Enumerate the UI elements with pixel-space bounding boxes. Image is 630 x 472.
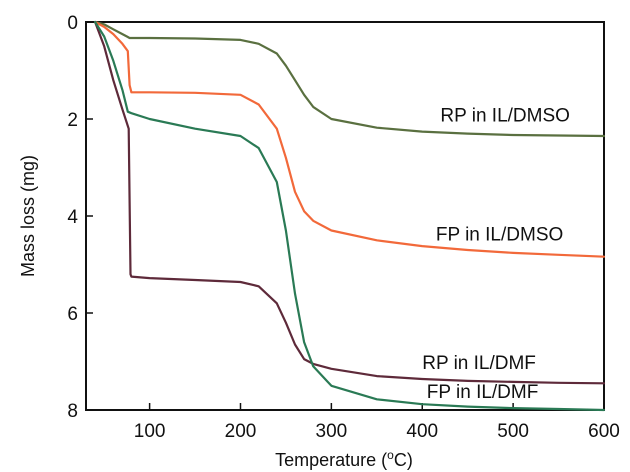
x-axis-label-unit: C) <box>394 450 413 470</box>
series-label: RP in IL/DMF <box>422 353 536 374</box>
x-axis: 100 200 300 400 500 600 <box>134 403 620 442</box>
series-label: RP in IL/DMSO <box>440 105 570 126</box>
series-line <box>93 20 606 258</box>
y-tick-label: 6 <box>67 304 78 325</box>
x-axis-label: Temperature (oC) <box>275 448 413 470</box>
series-label: FP in IL/DMSO <box>436 224 563 245</box>
y-tick-label: 8 <box>67 401 78 422</box>
series-line <box>93 20 606 412</box>
series-labels: RP in IL/DMSO FP in IL/DMSO RP in IL/DMF FP… <box>422 105 570 402</box>
series-lines <box>93 20 606 412</box>
x-tick-label: 400 <box>406 421 438 442</box>
x-tick-label: 100 <box>134 421 166 442</box>
x-tick-label: 200 <box>225 421 257 442</box>
y-axis: 0 2 4 6 8 <box>67 13 93 422</box>
y-tick-label: 4 <box>67 207 78 228</box>
series-line <box>93 20 606 385</box>
x-tick-label: 300 <box>316 421 348 442</box>
y-axis-label: Mass loss (mg) <box>18 155 38 277</box>
y-tick-label: 2 <box>67 110 78 131</box>
y-tick-label: 0 <box>67 13 78 34</box>
x-tick-label: 500 <box>497 421 529 442</box>
x-axis-label-main: Temperature ( <box>275 450 387 470</box>
series-line <box>93 20 606 138</box>
x-tick-label: 600 <box>588 421 620 442</box>
x-axis-label-degree: o <box>387 448 394 462</box>
series-label: FP in IL/DMF <box>427 382 539 403</box>
